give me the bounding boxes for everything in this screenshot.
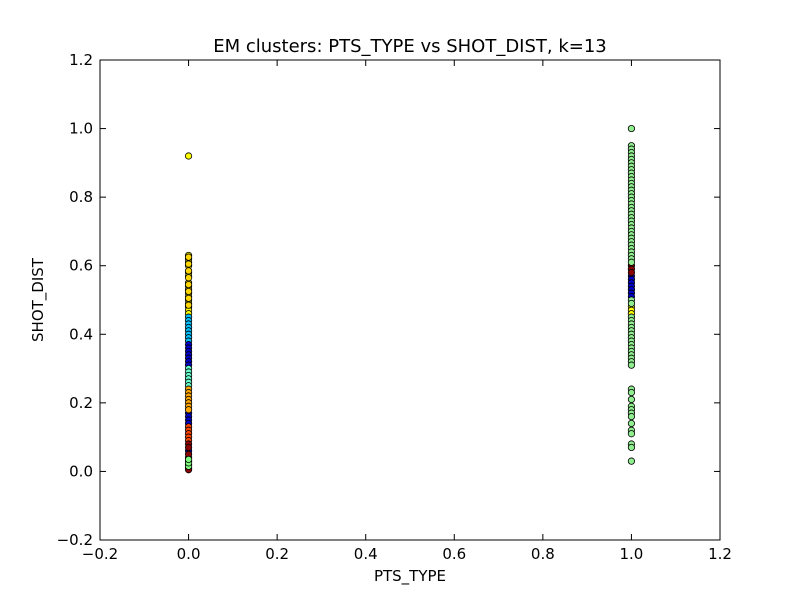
data-point <box>184 280 193 289</box>
data-point <box>184 260 193 268</box>
data-point <box>627 412 636 421</box>
x-tick-label: 0.0 <box>177 545 201 563</box>
data-point <box>627 299 636 308</box>
data-point <box>184 287 193 296</box>
data-point <box>184 294 193 302</box>
data-points <box>184 124 636 474</box>
x-tick-label: 0.6 <box>442 545 466 563</box>
plot-frame <box>99 59 721 541</box>
axis-ticks: −0.2 0.0 0.2 0.4 0.6 0.8 1.0 1.2 −0.2 0.0 0.2 0.4 0.… <box>57 51 732 563</box>
data-point <box>627 443 636 452</box>
data-point <box>184 267 193 275</box>
data-point <box>184 406 193 414</box>
data-point <box>627 457 636 465</box>
y-tick-label: 0.6 <box>69 257 93 275</box>
data-point <box>627 395 636 404</box>
data-point <box>627 258 636 266</box>
data-point <box>184 152 193 160</box>
chart-title: EM clusters: PTS_TYPE vs SHOT_DIST, k=13 <box>213 36 607 57</box>
x-axis-label: PTS_TYPE <box>374 567 446 586</box>
data-point <box>627 430 636 438</box>
x-tick-label: −0.2 <box>82 545 118 563</box>
y-tick-label: 0.2 <box>69 394 93 412</box>
data-point <box>627 268 636 277</box>
data-point <box>627 419 636 428</box>
x-tick-label: 0.2 <box>265 545 289 563</box>
data-point <box>184 253 193 261</box>
data-point <box>184 443 193 452</box>
y-tick-label: 0.0 <box>69 462 93 480</box>
y-axis-label: SHOT_DIST <box>29 257 48 342</box>
data-point <box>627 361 636 369</box>
x-tick-label: 0.4 <box>354 545 378 563</box>
y-tick-label: 1.0 <box>69 120 93 138</box>
x-tick-label: 1.0 <box>619 545 643 563</box>
data-point <box>627 388 636 397</box>
data-point <box>184 274 193 282</box>
y-tick-label: 0.4 <box>69 325 93 343</box>
y-tick-label: 1.2 <box>69 51 93 69</box>
plot-area <box>100 60 720 540</box>
y-tick-label: 0.8 <box>69 188 93 206</box>
x-tick-label: 0.8 <box>531 545 555 563</box>
data-point <box>184 455 193 464</box>
data-point <box>184 301 193 309</box>
x-tick-label: 1.2 <box>708 545 732 563</box>
data-point <box>627 124 636 133</box>
y-tick-label: −0.2 <box>57 531 93 549</box>
